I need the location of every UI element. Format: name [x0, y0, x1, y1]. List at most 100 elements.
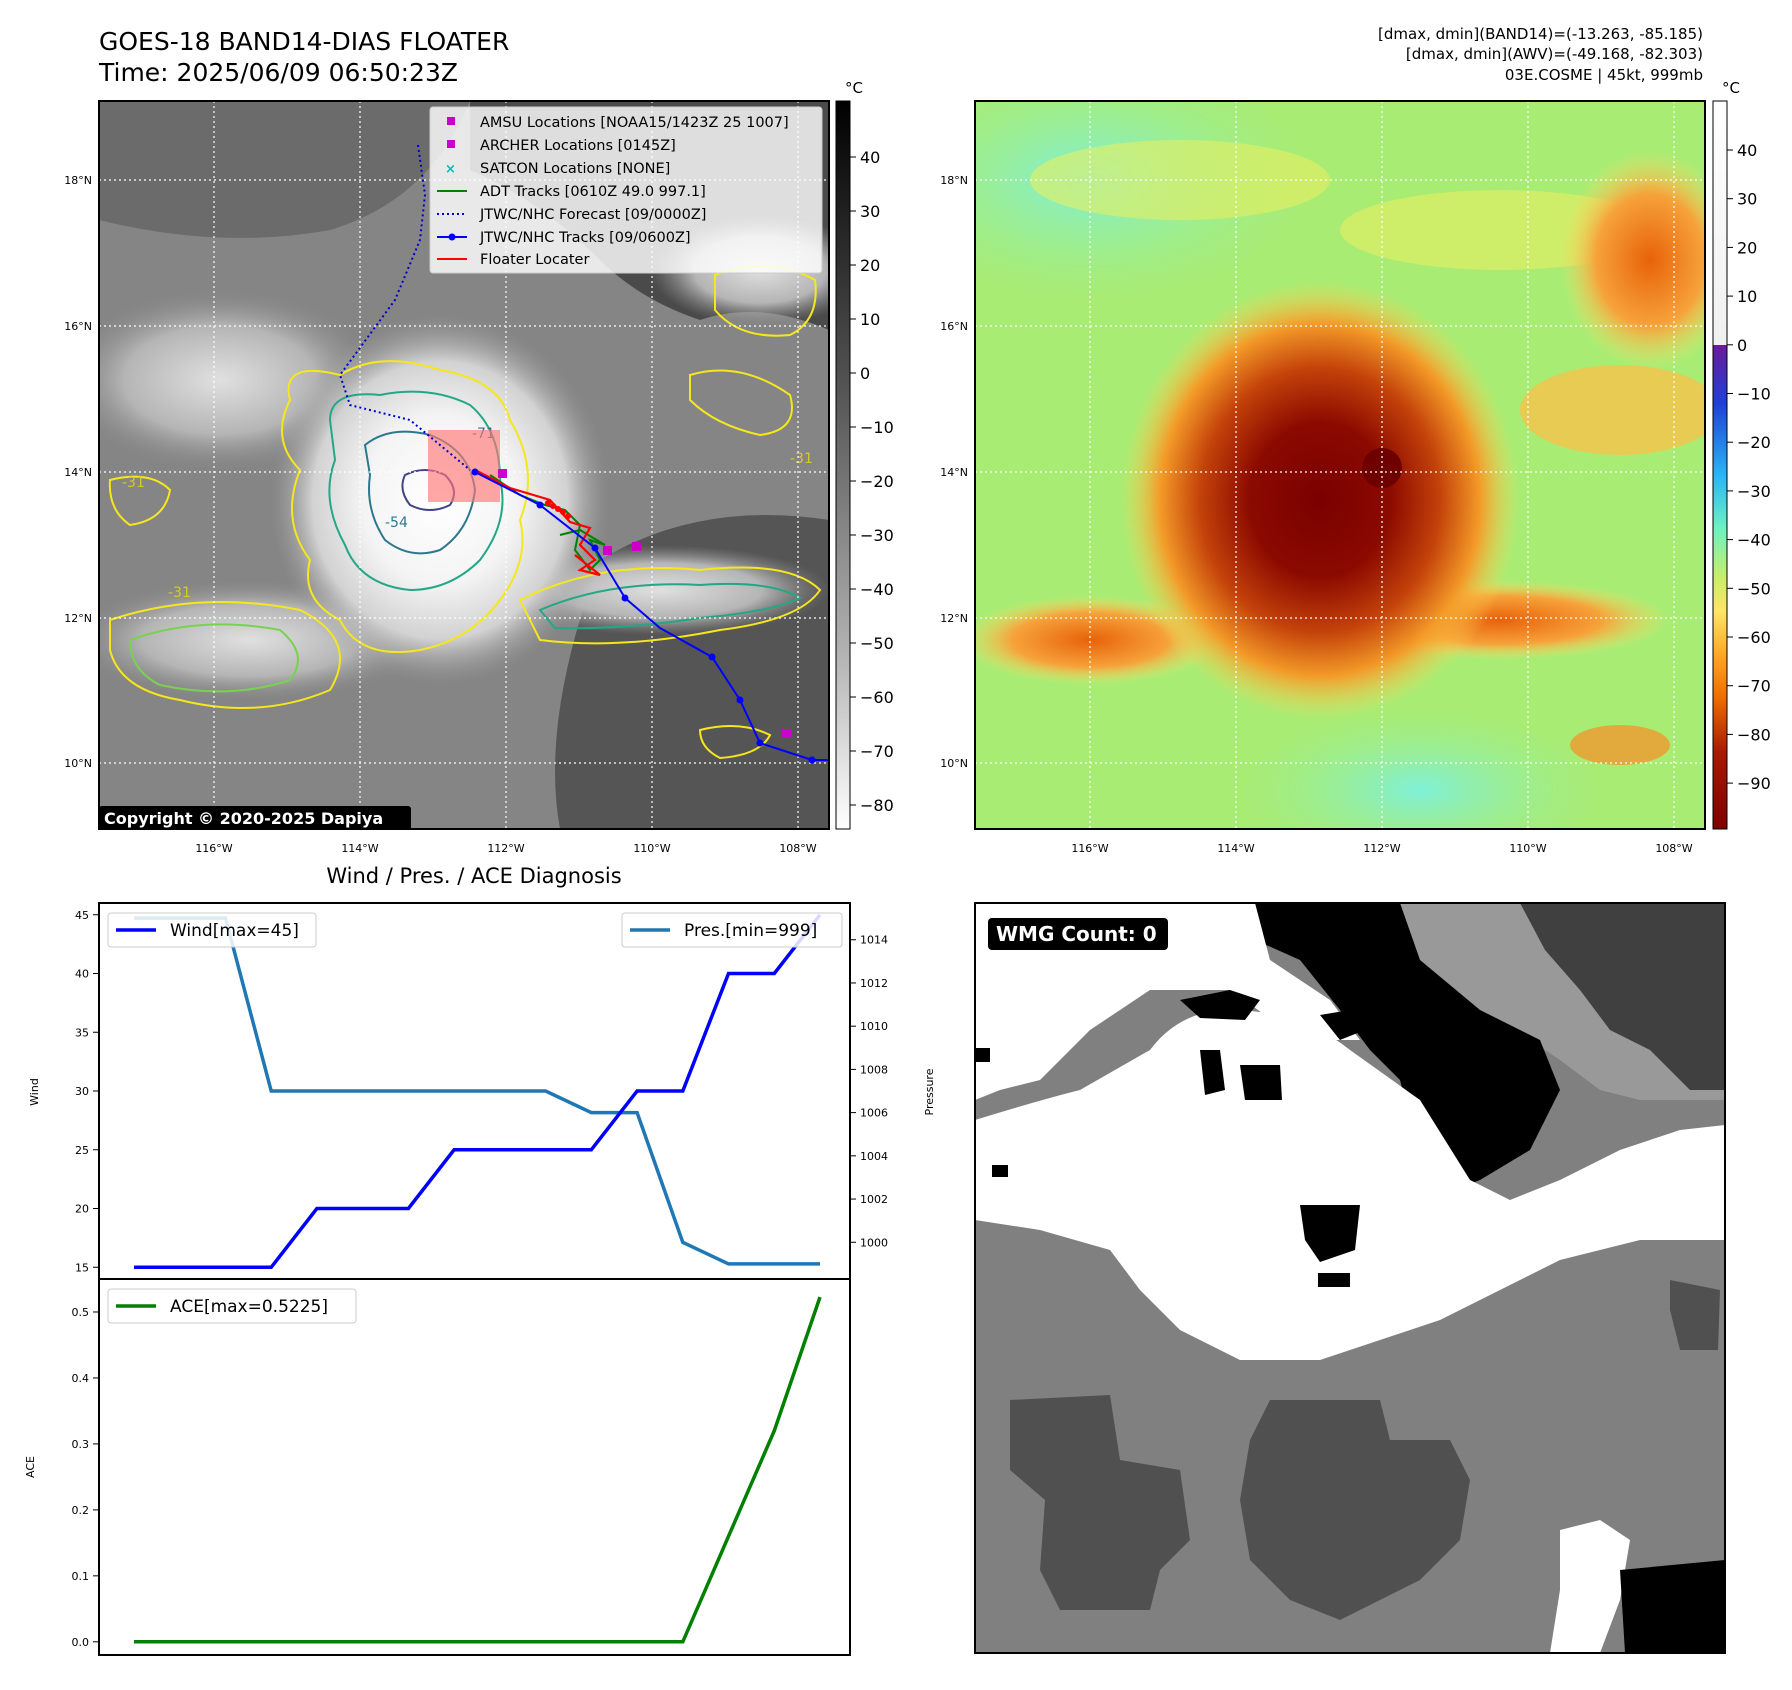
ace-frame: [98, 1278, 851, 1656]
ir-colorbar-tick-label: −20: [860, 472, 894, 491]
ir-colorbar-tick-label: −50: [860, 634, 894, 653]
map-legend: AMSU Locations [NOAA15/1423Z 25 1007] AR…: [429, 106, 823, 274]
ir-colorbar-bar: [835, 100, 851, 830]
amsu-marker-3: [498, 469, 507, 478]
wind-axis-ticks: 15 20 25 30 35 40 45: [75, 909, 99, 1274]
ir-colorbar-tick-label: −70: [860, 742, 894, 761]
wv-lat-tick-2: 12°N: [940, 612, 968, 625]
legend-amsu-marker: [447, 117, 455, 125]
axis-tick-label: 1012: [860, 977, 888, 990]
legend-floater: Floater Locater: [480, 252, 589, 268]
ir-colorbar-tick-label: 20: [860, 256, 880, 275]
contour-label-5: -54: [385, 515, 408, 531]
contour-label-2: -31: [122, 475, 145, 491]
ir-lon-tick-3: 112°W: [487, 842, 524, 855]
wv-map-panel: 116°W 114°W 112°W 110°W 108°W 10°N 12°N …: [940, 100, 1706, 855]
axis-tick-label: 1004: [860, 1150, 888, 1163]
axis-tick-label: 30: [75, 1085, 89, 1098]
forecast-track: [338, 144, 471, 471]
wmg-darkgrey-sw: [1010, 1395, 1190, 1610]
ir-colorbar: °C 40 30 20 10 0 −10 −20 −30 −40 −50 −60 −70 −80: [835, 79, 894, 830]
legend-adt: ADT Tracks [0610Z 49.0 997.1]: [480, 184, 706, 200]
wv-colorbar-tick-label: −30: [1737, 482, 1771, 501]
ir-map-frame: [98, 100, 830, 830]
wv-colorbar-tick-label: −90: [1737, 774, 1771, 793]
wmg-black-se: [1620, 1560, 1725, 1653]
copyright-badge: [99, 806, 411, 830]
axis-tick-label: 0.5: [72, 1306, 90, 1319]
ace-axis-ticks: 0.0 0.1 0.2 0.3 0.4 0.5: [72, 1306, 99, 1649]
ir-colorbar-tick-label: 10: [860, 310, 880, 329]
wmg-black-spot-1: [1180, 990, 1260, 1020]
wmg-darkgrey-s: [1240, 1400, 1470, 1620]
pressure-axis-ticks: 1000 1002 1004 1006 1008 1010 1012 1014: [850, 934, 888, 1249]
wv-colorbar-tick-label: −60: [1737, 628, 1771, 647]
contour-yellow-e: [689, 369, 793, 437]
pressure-axis-label: Pressure: [923, 1068, 936, 1115]
wv-lon-tick-2: 114°W: [1217, 842, 1254, 855]
contour-yellow-w: [108, 475, 172, 527]
ace-axis-label: ACE: [24, 1456, 37, 1478]
ir-colorbar-tick-label: −80: [860, 796, 894, 815]
ir-lon-ticks: 116°W 114°W 112°W 110°W 108°W: [195, 842, 816, 855]
wv-lon-tick-3: 112°W: [1363, 842, 1400, 855]
amsu-marker-1: [632, 542, 641, 551]
wmg-black-spot-6: [1318, 1273, 1350, 1287]
ir-lon-tick-4: 110°W: [633, 842, 670, 855]
ir-map-panel: -31 -31 -31 -71 -54: [64, 100, 830, 855]
ir-colorbar-tick-label: −30: [860, 526, 894, 545]
wv-lat-tick-5: 18°N: [940, 174, 968, 187]
wv-lon-tick-1: 116°W: [1071, 842, 1108, 855]
axis-tick-label: 1006: [860, 1107, 888, 1120]
ir-colorbar-tick-label: 0: [860, 364, 870, 383]
wmg-black-spot-3: [1200, 1050, 1225, 1095]
axis-tick-label: 1010: [860, 1020, 888, 1033]
wmg-black-spot-4: [1240, 1065, 1282, 1100]
legend-archer: ARCHER Locations [0145Z]: [480, 138, 676, 154]
wmg-count-badge: [988, 918, 1168, 950]
axis-tick-label: 0.0: [72, 1636, 90, 1649]
wv-cloud-s: [1570, 725, 1670, 765]
wind-legend-text: Wind[max=45]: [170, 921, 299, 941]
wv-lat-tick-3: 14°N: [940, 466, 968, 479]
wv-colorbar-lower: [1713, 345, 1727, 829]
axis-tick-label: 0.1: [72, 1570, 90, 1583]
axis-tick-label: 0.4: [72, 1372, 90, 1385]
contour-teal-storm: [328, 390, 504, 592]
wv-colorbar-tick-label: −50: [1737, 579, 1771, 598]
wv-colorbar-tick-label: −40: [1737, 531, 1771, 550]
axis-tick-label: 1008: [860, 1063, 888, 1076]
ir-lat-tick-5: 18°N: [64, 174, 92, 187]
wind-axis-label: Wind: [28, 1078, 41, 1106]
wv-colorbar-upper: [1713, 101, 1727, 345]
wmg-black-ne: [1255, 903, 1560, 1200]
wv-colorbar-unit: °C: [1722, 79, 1740, 97]
wv-colorbar-tick-label: 20: [1737, 238, 1757, 257]
ir-lon-tick-1: 116°W: [195, 842, 232, 855]
wmg-count-text: WMG Count: 0: [996, 922, 1157, 946]
floater-locater-track: [474, 469, 601, 577]
wmg-black-spot-8: [976, 1048, 990, 1062]
wv-lon-tick-5: 108°W: [1655, 842, 1692, 855]
wv-moist-s: [1240, 710, 1600, 829]
info-awv: [dmax, dmin](AWV)=(-49.168, -82.303): [1406, 45, 1703, 63]
info-band14: [dmax, dmin](BAND14)=(-13.263, -85.185): [1378, 25, 1703, 43]
legend-archer-marker: [447, 140, 455, 148]
contour-teal-se: [538, 582, 803, 630]
diagnosis-title: Wind / Pres. / ACE Diagnosis: [326, 864, 621, 888]
axis-tick-label: 40: [75, 968, 89, 981]
copyright-text: Copyright © 2020-2025 Dapiya: [104, 809, 383, 828]
wv-lat-ticks: 10°N 12°N 14°N 16°N 18°N: [940, 174, 968, 770]
archer-marker: [603, 546, 612, 555]
ir-lat-tick-4: 16°N: [64, 320, 92, 333]
wmg-black-spot-7: [992, 1165, 1008, 1177]
jtwc-track-points: [471, 468, 816, 764]
wmg-frame: [974, 902, 1726, 1654]
ir-colorbar-unit: °C: [845, 79, 863, 97]
jtwc-track: [474, 471, 829, 761]
ir-colorbar-tick-label: 30: [860, 202, 880, 221]
axis-tick-label: 25: [75, 1144, 89, 1157]
axis-tick-label: 0.2: [72, 1504, 90, 1517]
wv-colorbar-tick-label: 30: [1737, 190, 1757, 209]
contour-green-sw: [128, 623, 299, 693]
